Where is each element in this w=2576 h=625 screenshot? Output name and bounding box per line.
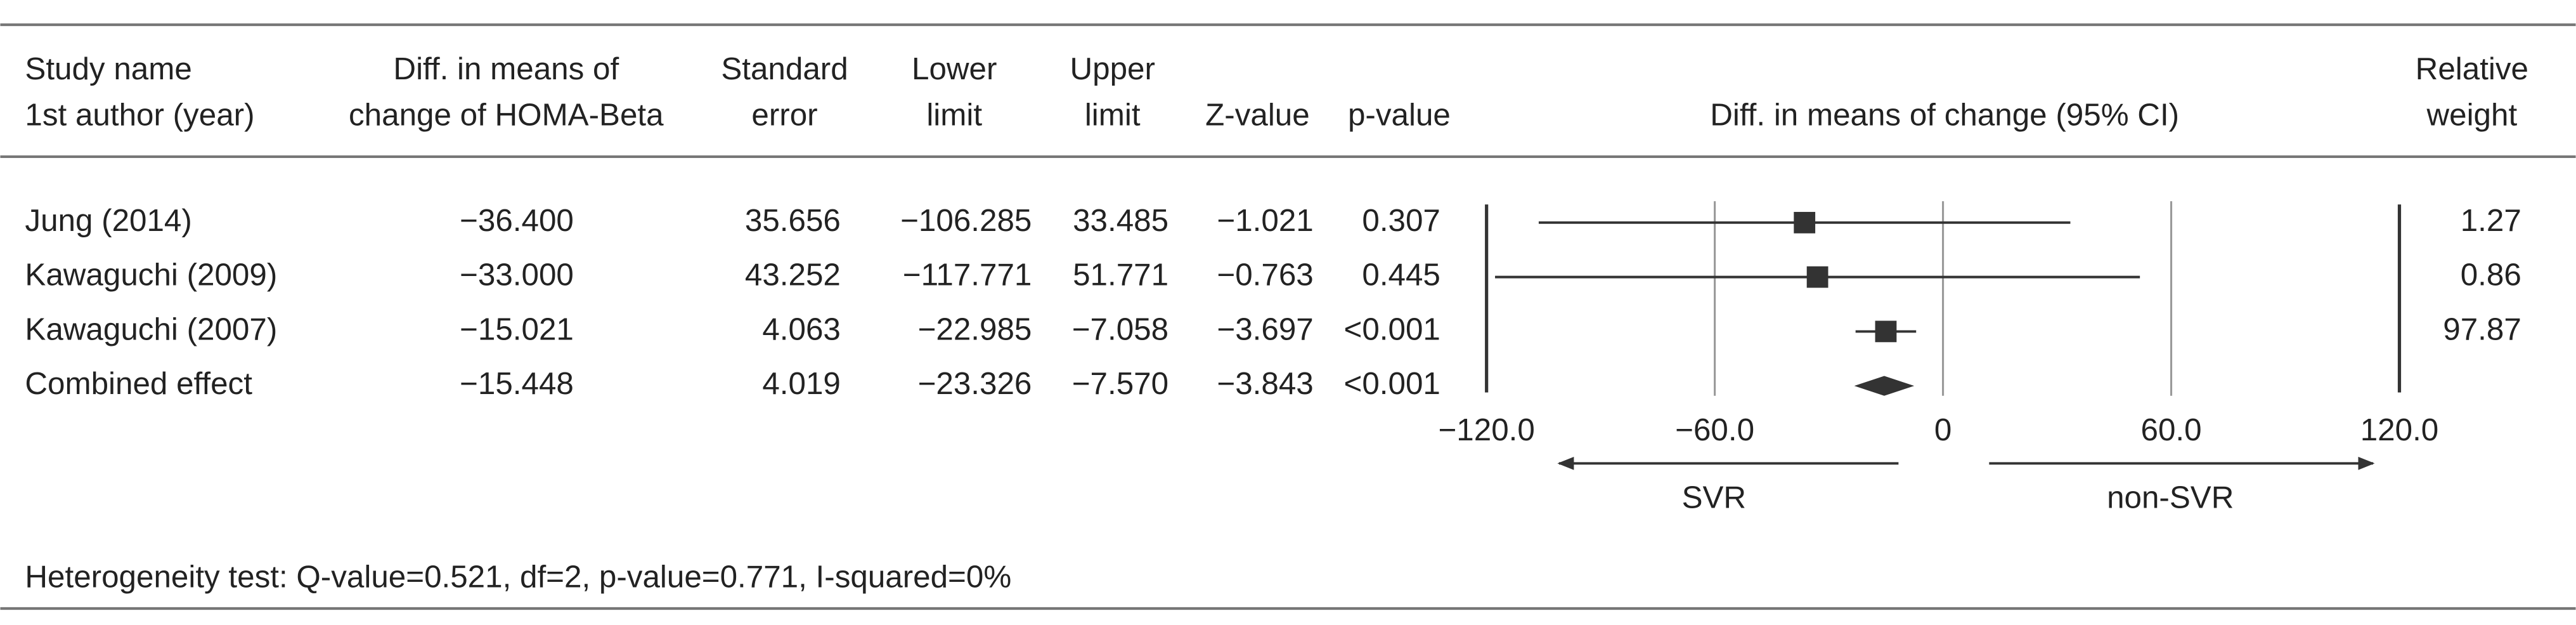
- table-cell: −0.763: [1217, 258, 1313, 293]
- table-cell: <0.001: [1344, 312, 1440, 346]
- table-cell: −23.326: [918, 366, 1032, 401]
- table-cell: 0.307: [1362, 203, 1440, 238]
- table-cell: 33.485: [1073, 203, 1168, 238]
- table-cell: −7.570: [1072, 366, 1168, 401]
- table-cell: −106.285: [900, 203, 1032, 238]
- table-cell: 0.445: [1362, 258, 1440, 293]
- table-cell: 51.771: [1073, 258, 1168, 293]
- column-header: p-value: [1348, 98, 1451, 133]
- x-tick-label: −60.0: [1675, 412, 1754, 447]
- table-cell: −117.771: [903, 258, 1032, 293]
- column-header: limit: [1085, 98, 1141, 133]
- x-tick-label: 0: [1934, 412, 1951, 447]
- table-cell: −1.021: [1217, 203, 1313, 238]
- column-header: weight: [2426, 98, 2517, 133]
- footnote: Heterogeneity test: Q-value=0.521, df=2,…: [25, 559, 1011, 594]
- column-header: Upper: [1070, 51, 1155, 86]
- left-label: SVR: [1682, 480, 1747, 515]
- table-cell: −22.985: [918, 312, 1032, 346]
- table-cell: −7.058: [1072, 312, 1168, 346]
- effect-square: [1806, 266, 1828, 288]
- column-header: Lower: [912, 51, 997, 86]
- table-cell: 4.019: [762, 366, 841, 401]
- table-cell: −33.000: [460, 258, 574, 293]
- column-header: error: [751, 98, 817, 133]
- column-header: Study name: [25, 51, 191, 86]
- weight-value: 1.27: [2461, 203, 2521, 238]
- column-header: Z-value: [1205, 98, 1310, 133]
- column-header: Diff. in means of: [393, 51, 619, 86]
- table-cell: −15.448: [460, 366, 574, 401]
- table-cell: −36.400: [460, 203, 574, 238]
- effect-square: [1794, 211, 1816, 234]
- table-cell: −3.843: [1217, 366, 1313, 401]
- study-name: Combined effect: [25, 366, 252, 401]
- weight-value: 0.86: [2461, 258, 2521, 293]
- plot-title: Diff. in means of change (95% CI): [1710, 98, 2179, 133]
- weight-value: 97.87: [2443, 312, 2521, 346]
- study-name: Kawaguchi (2007): [25, 312, 277, 346]
- x-tick-label: 120.0: [2360, 412, 2439, 447]
- table-cell: −3.697: [1217, 312, 1313, 346]
- x-tick-label: 60.0: [2140, 412, 2201, 447]
- table-cell: <0.001: [1344, 366, 1440, 401]
- column-header: limit: [926, 98, 982, 133]
- table-cell: 35.656: [745, 203, 841, 238]
- column-header: change of HOMA-Beta: [349, 98, 664, 133]
- table-cell: 4.063: [762, 312, 841, 346]
- study-name: Kawaguchi (2009): [25, 258, 277, 293]
- right-label: non-SVR: [2107, 480, 2234, 515]
- column-header: 1st author (year): [25, 98, 254, 133]
- table-cell: 43.252: [745, 258, 841, 293]
- column-header: Relative: [2416, 51, 2528, 86]
- summary-diamond: [1854, 376, 1915, 396]
- effect-square: [1875, 320, 1897, 343]
- study-name: Jung (2014): [25, 203, 191, 238]
- column-header: Standard: [721, 51, 848, 86]
- table-cell: −15.021: [460, 312, 574, 346]
- x-tick-label: −120.0: [1438, 412, 1534, 447]
